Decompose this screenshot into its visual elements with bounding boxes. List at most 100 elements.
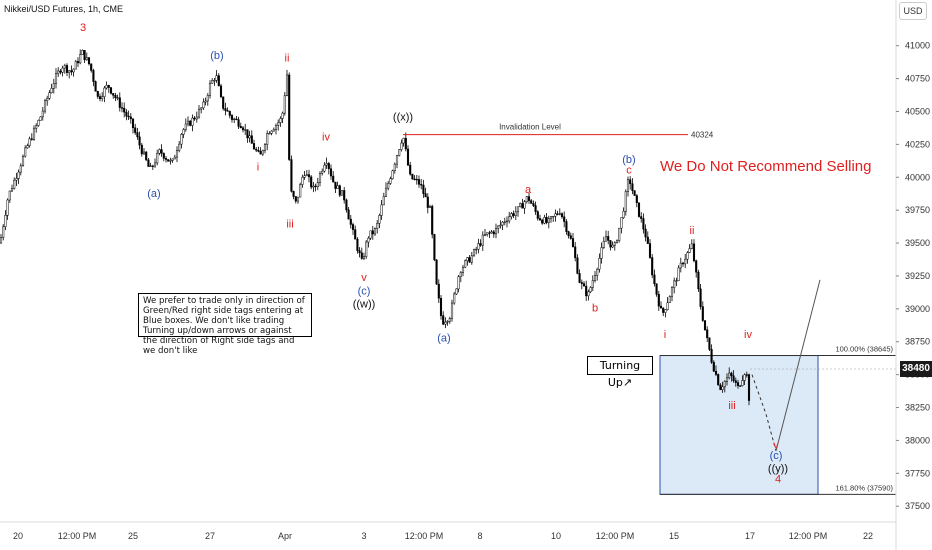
candle-body <box>129 116 132 120</box>
candle-body <box>354 229 357 240</box>
x-tick-label: 15 <box>669 531 679 541</box>
candle-body <box>74 61 77 70</box>
candle-body <box>444 321 447 325</box>
candle-body <box>633 190 636 196</box>
candle-body <box>54 73 58 84</box>
x-tick-label: 12:00 PM <box>789 531 828 541</box>
candle-body <box>147 159 150 167</box>
candle-body <box>706 329 709 339</box>
candle-body <box>497 225 500 229</box>
candle-body <box>184 123 187 130</box>
candle-body <box>87 57 91 65</box>
candle-body <box>149 165 152 167</box>
candle-body <box>239 126 242 129</box>
candle-body <box>230 115 234 120</box>
candle-body <box>607 236 610 241</box>
candle-body <box>563 216 566 222</box>
candle-body <box>534 205 537 212</box>
candle-body <box>68 70 71 73</box>
candle-body <box>609 240 612 248</box>
candle-body <box>277 122 280 126</box>
candle-body <box>602 241 605 248</box>
candle-body <box>248 135 251 139</box>
candle-body <box>290 159 293 192</box>
candle-body <box>213 80 216 82</box>
wave-label: i <box>664 329 666 341</box>
candle-body <box>246 129 249 139</box>
candle-body <box>545 217 548 223</box>
candle-body <box>325 163 328 166</box>
y-tick-label: 41000 <box>905 41 930 51</box>
candle-body <box>536 211 539 219</box>
candle-body <box>356 238 359 251</box>
candle-body <box>426 196 429 208</box>
candle-body <box>635 195 638 204</box>
candle-body <box>178 143 181 151</box>
candle-body <box>622 211 625 218</box>
candle-body <box>576 257 579 274</box>
candle-body <box>481 234 484 246</box>
candle-body <box>244 129 247 131</box>
candle-body <box>393 163 396 171</box>
candle-body <box>600 247 603 259</box>
candle-body <box>268 133 271 135</box>
invalidation-label: Invalidation Level <box>499 123 561 132</box>
candle-body <box>670 287 674 297</box>
candle-body <box>112 93 115 96</box>
wave-label: iv <box>322 131 330 143</box>
y-tick-label: 40750 <box>905 74 930 84</box>
candle-body <box>717 374 720 386</box>
candle-body <box>541 219 544 224</box>
candle-body <box>708 337 711 350</box>
candle-body <box>543 217 546 224</box>
candle-body <box>391 170 394 179</box>
candle-body <box>690 243 693 249</box>
candle-body <box>486 232 489 235</box>
x-tick-label: 27 <box>205 531 215 541</box>
candle-body <box>94 81 97 92</box>
candle-body <box>270 130 273 134</box>
wave-label: i <box>257 162 259 174</box>
y-tick-label: 38250 <box>905 403 930 413</box>
x-tick-label: 22 <box>863 531 873 541</box>
candle-body <box>589 287 592 293</box>
candle-body <box>206 95 209 102</box>
candle-body <box>134 127 137 133</box>
x-tick-label: 12:00 PM <box>58 531 97 541</box>
candle-body <box>307 174 311 178</box>
candle-body <box>226 110 229 112</box>
candle-body <box>202 101 205 109</box>
candle-body <box>171 158 174 161</box>
candle-body <box>175 150 179 158</box>
candle-body <box>63 65 66 69</box>
y-tick-label: 39500 <box>905 238 930 248</box>
candle-body <box>741 380 744 386</box>
candle-body <box>448 318 451 322</box>
candle-body <box>585 285 588 297</box>
candle-body <box>321 170 324 174</box>
candle-body <box>237 119 240 127</box>
candle-body <box>675 280 678 282</box>
candle-body <box>96 91 99 97</box>
current-price-tag: 38480 <box>900 361 932 377</box>
candle-body <box>437 283 440 299</box>
currency-button[interactable]: USD <box>899 2 927 20</box>
candle-body <box>728 372 731 379</box>
candle-body <box>79 54 82 64</box>
candle-body <box>677 267 680 281</box>
candle-body <box>90 63 93 71</box>
candle-body <box>281 112 284 119</box>
candle-body <box>24 147 27 157</box>
candle-body <box>349 218 352 225</box>
candle-body <box>653 274 656 285</box>
candle-body <box>400 142 403 150</box>
x-tick-label: 10 <box>551 531 561 541</box>
candle-body <box>197 108 201 118</box>
candle-body <box>646 236 649 244</box>
candle-body <box>479 243 482 246</box>
candle-body <box>673 280 676 288</box>
candle-body <box>46 98 49 102</box>
candle-body <box>105 85 108 89</box>
